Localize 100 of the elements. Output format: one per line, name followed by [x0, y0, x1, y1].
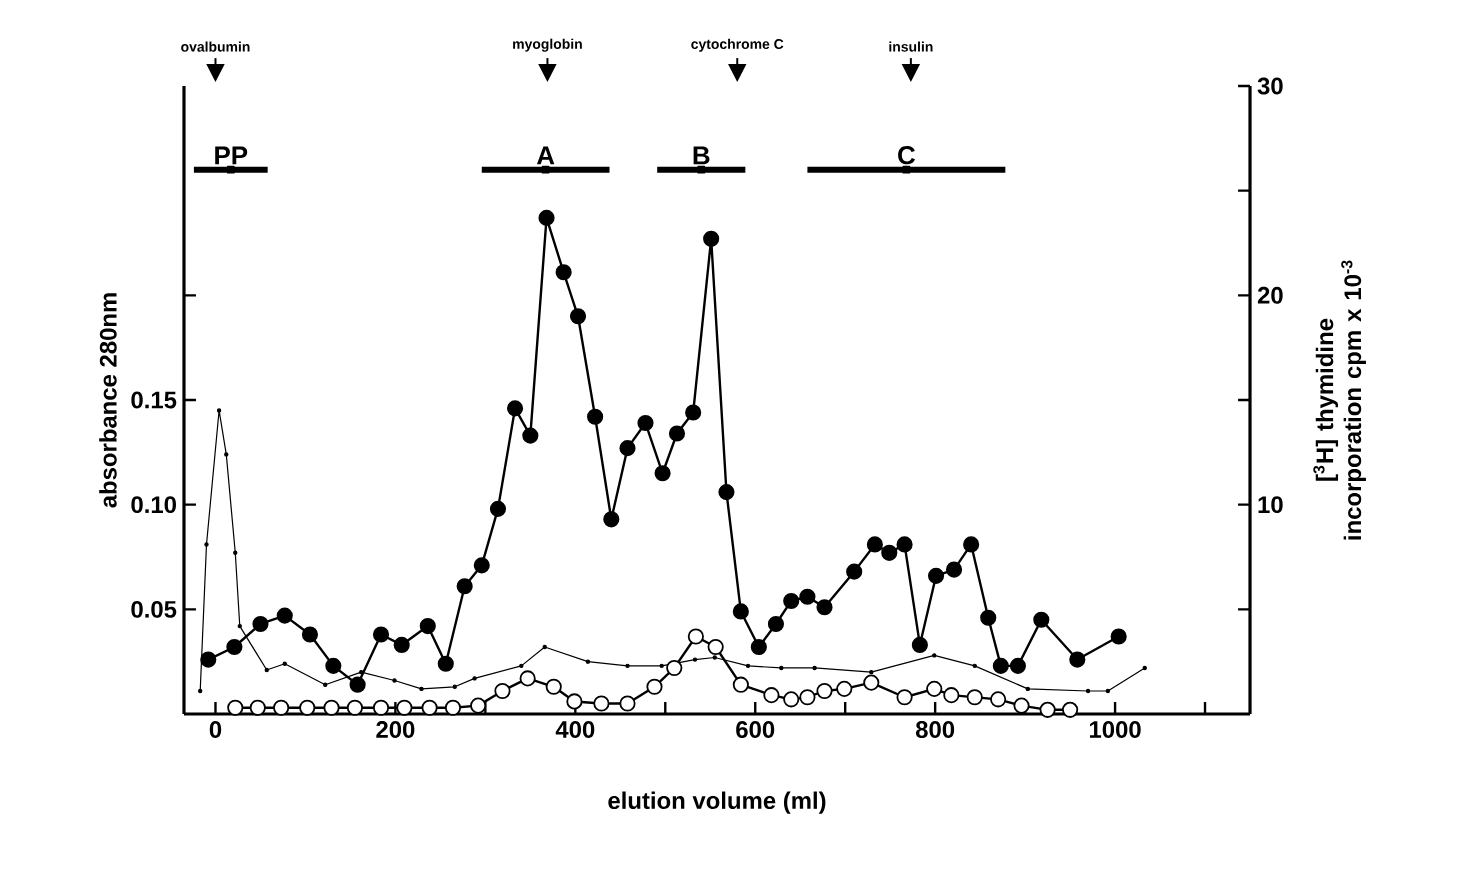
point — [926, 680, 943, 697]
point — [569, 308, 587, 325]
data-label: B — [693, 146, 710, 165]
point — [393, 636, 410, 653]
point — [249, 699, 266, 716]
point — [707, 638, 724, 656]
point — [1013, 697, 1030, 714]
point — [346, 699, 363, 716]
point — [943, 687, 960, 704]
point — [1033, 611, 1050, 628]
point — [226, 165, 235, 174]
point — [587, 408, 604, 425]
point — [522, 427, 539, 444]
y-axis-title: absorbance 280nm — [99, 293, 117, 508]
point — [541, 165, 550, 174]
point — [372, 626, 390, 643]
point — [227, 699, 244, 716]
point — [750, 638, 767, 656]
point — [555, 264, 572, 281]
point — [783, 691, 800, 708]
x-tick-label: 200 — [376, 721, 415, 738]
data-label: A — [536, 146, 555, 165]
point — [421, 699, 438, 716]
point — [732, 676, 749, 693]
point — [697, 165, 706, 174]
data-label: PP — [215, 146, 248, 165]
point — [1062, 701, 1079, 718]
point — [966, 689, 983, 706]
point — [619, 695, 636, 712]
point — [566, 693, 583, 710]
point — [1039, 701, 1056, 718]
point — [896, 536, 913, 553]
point — [767, 615, 784, 633]
point — [325, 657, 342, 674]
point — [545, 678, 562, 695]
point — [1009, 657, 1026, 674]
point — [945, 561, 963, 578]
point — [816, 599, 833, 616]
point — [992, 657, 1009, 674]
point — [646, 678, 663, 695]
point — [538, 209, 555, 226]
point — [687, 628, 704, 645]
point — [396, 699, 413, 716]
point — [783, 592, 800, 610]
point — [668, 425, 686, 442]
point — [226, 638, 243, 656]
point — [437, 655, 454, 672]
point — [685, 404, 702, 421]
point — [519, 670, 536, 687]
x-tick-label: 0 — [209, 721, 222, 738]
point — [470, 697, 487, 714]
point — [299, 699, 316, 716]
point — [419, 618, 436, 635]
point — [276, 607, 293, 624]
point — [301, 626, 319, 643]
point — [637, 414, 654, 432]
point — [473, 557, 490, 574]
y2-tick-label: 30 — [1257, 77, 1283, 95]
y2-tick-label: 20 — [1257, 286, 1283, 304]
point — [593, 695, 610, 712]
point — [619, 440, 636, 457]
point — [654, 465, 671, 482]
point — [990, 691, 1007, 708]
point — [980, 609, 997, 626]
point — [489, 500, 507, 517]
point — [799, 588, 816, 605]
point — [866, 536, 883, 553]
point — [846, 563, 863, 580]
data-label: C — [898, 146, 916, 165]
point — [902, 165, 911, 174]
point — [444, 699, 462, 716]
point — [763, 687, 780, 704]
point — [896, 689, 913, 706]
point — [506, 400, 524, 417]
y-tick-label: 0.15 — [131, 391, 177, 409]
point — [927, 567, 945, 584]
point — [273, 699, 290, 716]
x-tick-label: 400 — [555, 721, 595, 738]
x-tick-label: 800 — [915, 721, 955, 738]
point — [911, 636, 928, 653]
point — [863, 674, 880, 691]
point — [666, 659, 683, 677]
point — [963, 536, 980, 553]
point — [456, 578, 473, 595]
point — [200, 651, 217, 668]
point — [799, 689, 816, 706]
y-tick-label: 0.10 — [131, 496, 176, 514]
point — [1110, 628, 1127, 645]
x-axis-title: elution volume (ml) — [608, 791, 826, 814]
y2-tick-label: 10 — [1258, 496, 1283, 514]
x-tick-label: 1000 — [1089, 721, 1141, 738]
point — [349, 676, 366, 693]
x-tick-label: 600 — [736, 721, 775, 738]
point — [881, 544, 898, 561]
point — [816, 682, 833, 700]
point — [323, 699, 340, 716]
point — [252, 615, 269, 633]
point — [718, 484, 735, 501]
y-tick-label: 0.05 — [131, 600, 177, 618]
point — [732, 603, 749, 620]
